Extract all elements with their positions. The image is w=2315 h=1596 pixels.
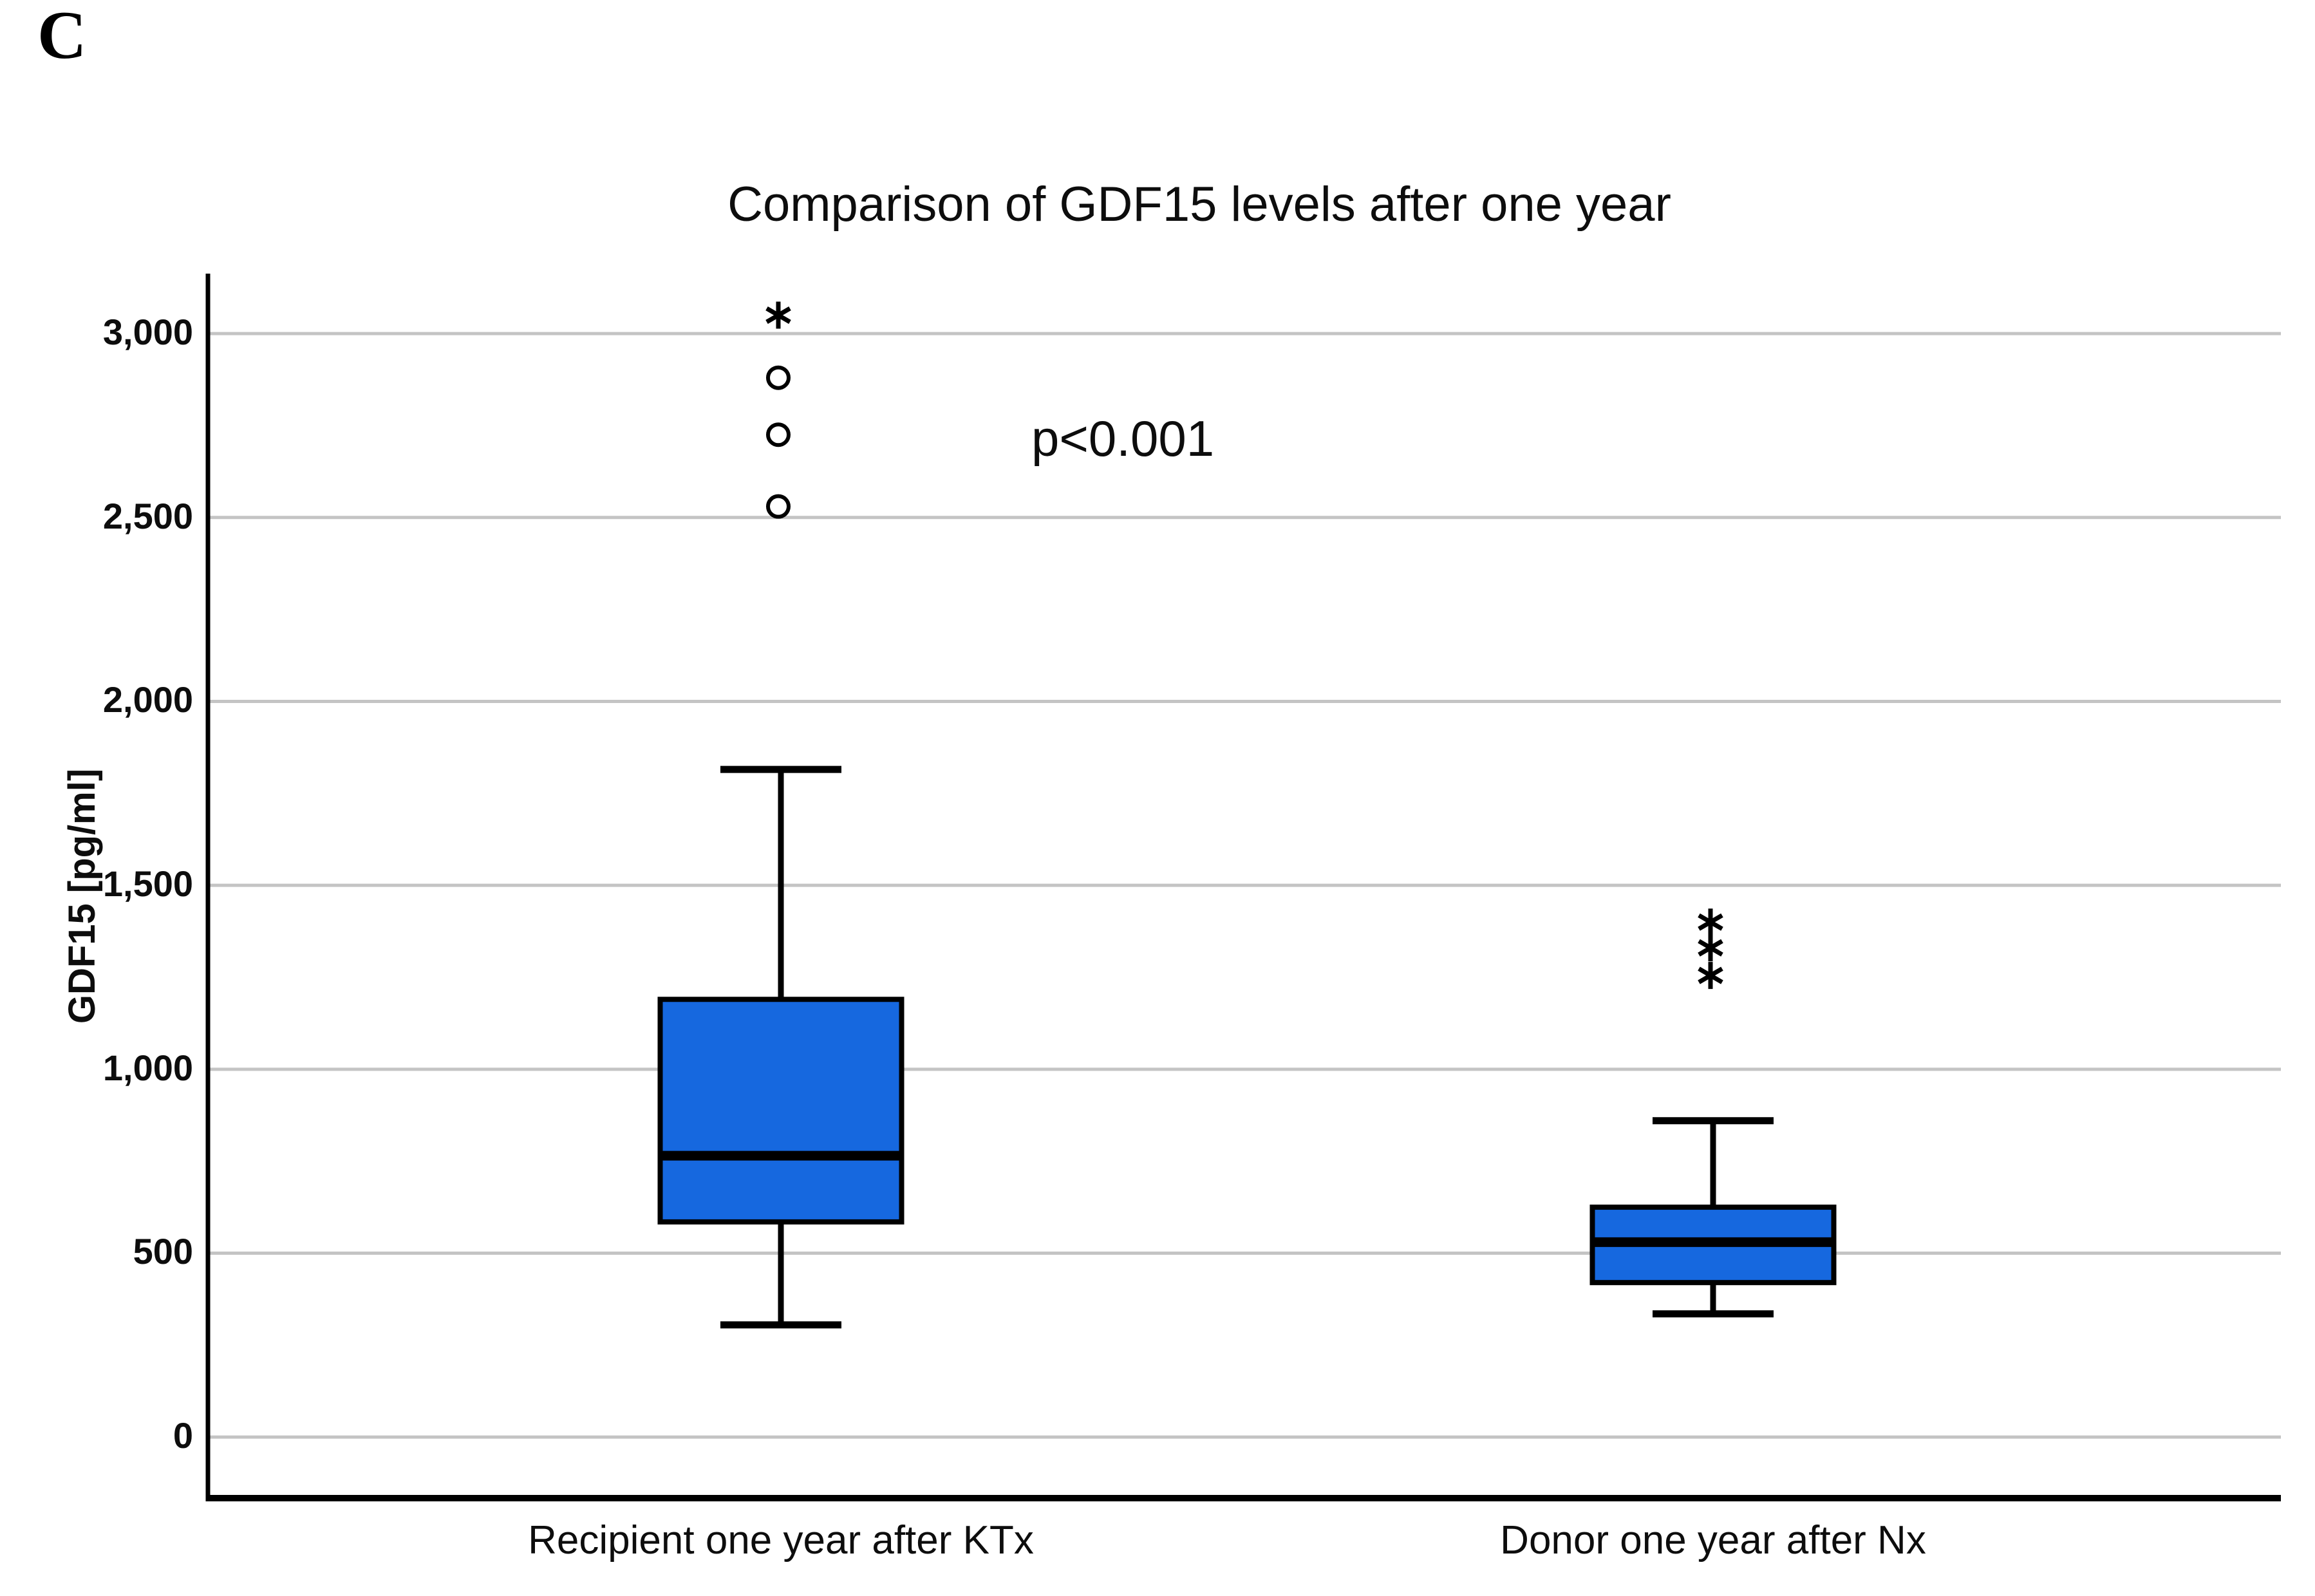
box-1-iqr-box — [657, 997, 904, 1225]
box-1-outlier-circle — [766, 365, 791, 390]
x-category-label-2: Donor one year after Nx — [1500, 1518, 1926, 1563]
y-tick-label-1500: 1,500 — [102, 863, 193, 905]
box-1-outlier-circle — [766, 422, 791, 447]
chart-title: Comparison of GDF15 levels after one yea… — [727, 177, 1671, 232]
y-tick-label-3000: 3,000 — [102, 312, 193, 353]
box-1-extreme-asterisk — [765, 301, 791, 329]
asterisk-stroke — [1698, 966, 1723, 984]
y-tick-label-1000: 1,000 — [102, 1047, 193, 1088]
box-2-extreme-asterisk — [1698, 962, 1723, 990]
y-tick-label-500: 500 — [133, 1231, 193, 1272]
x-category-label-1: Recipient one year after KTx — [528, 1518, 1034, 1563]
panel-label: C — [37, 0, 87, 73]
box-2-extreme-asterisk — [1698, 908, 1723, 936]
asterisk-stroke — [765, 306, 791, 324]
asterisk-stroke — [1698, 913, 1723, 931]
box-1-outlier-circle — [766, 494, 791, 519]
y-tick-label-2000: 2,000 — [102, 679, 193, 720]
asterisk-stroke — [1698, 939, 1723, 957]
y-tick-label-2500: 2,500 — [102, 495, 193, 536]
box-2-extreme-asterisk — [1698, 934, 1723, 962]
p-value-annotation: p<0.001 — [1031, 410, 1215, 467]
y-tick-label-0: 0 — [173, 1415, 193, 1456]
